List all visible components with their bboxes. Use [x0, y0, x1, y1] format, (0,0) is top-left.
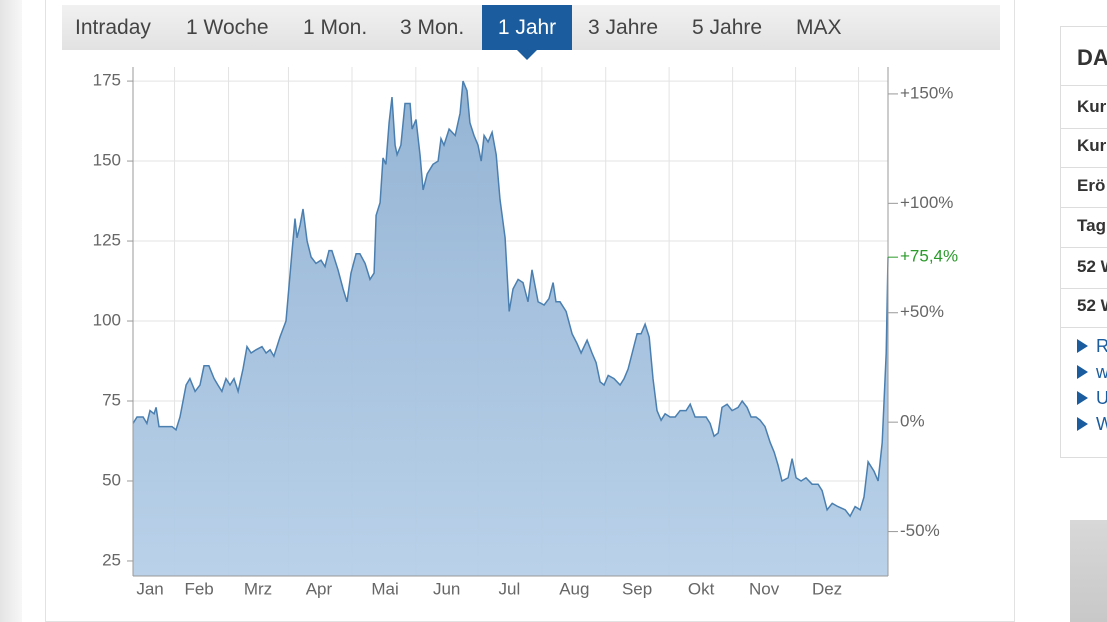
y-tick-label: 50 — [102, 470, 121, 489]
x-tick-label: Jul — [499, 579, 521, 598]
x-tick-label: Aug — [559, 579, 589, 598]
x-tick-label: Mai — [371, 579, 398, 598]
sidebar-link[interactable]: W — [1077, 414, 1107, 435]
x-tick-label: Sep — [622, 579, 652, 598]
y-tick-label: 100 — [93, 311, 121, 330]
x-tick-label: Jun — [433, 579, 460, 598]
separator — [1061, 327, 1107, 328]
sidebar-row: Kur — [1077, 136, 1107, 155]
x-tick-label: Dez — [812, 579, 842, 598]
sidebar-row: Tag — [1077, 216, 1106, 235]
y-tick-label: 25 — [102, 550, 121, 569]
tab[interactable]: 3 Jahre — [588, 16, 659, 39]
gray-box — [1070, 520, 1107, 622]
tab[interactable]: 3 Mon. — [400, 16, 465, 39]
sidebar-row: Kur — [1077, 97, 1107, 116]
separator — [1061, 207, 1107, 208]
y-tick-label: 125 — [93, 231, 121, 250]
left-shade — [0, 0, 22, 622]
tab[interactable]: 1 Woche — [186, 16, 269, 39]
sidebar-link[interactable]: R — [1077, 336, 1107, 357]
sidebar-row: 52 W — [1077, 296, 1107, 315]
y2-tick-label: +150% — [900, 83, 953, 102]
y2-tick-label: 0% — [900, 412, 925, 431]
separator — [1061, 247, 1107, 248]
sidebar-link[interactable]: U — [1077, 388, 1107, 409]
price-line — [132, 80, 889, 518]
y-tick-label: 75 — [102, 390, 121, 409]
sidebar-row: Erö — [1077, 176, 1106, 195]
active-tab-pointer — [517, 50, 537, 60]
separator — [1061, 167, 1107, 168]
sidebar-row: 52 W — [1077, 257, 1107, 276]
tab[interactable]: Intraday — [75, 16, 151, 39]
y-tick-label: 175 — [93, 71, 121, 90]
separator — [1061, 85, 1107, 86]
chart: 25 50 75 100 125 150 175 +150% +100% +50% 0% -50% +7… — [93, 50, 958, 598]
tab[interactable]: MAX — [796, 16, 842, 39]
y2-tick-label: +50% — [900, 302, 944, 321]
current-label: +75,4% — [900, 247, 958, 266]
x-tick-label: Apr — [306, 579, 333, 598]
x-tick-label: Feb — [184, 579, 213, 598]
x-tick-label: Nov — [749, 579, 780, 598]
area-fill — [133, 81, 888, 576]
y2-tick-label: -50% — [900, 521, 940, 540]
y2-tick-label: +100% — [900, 193, 953, 212]
y-tick-label: 150 — [93, 151, 121, 170]
separator — [1061, 128, 1107, 129]
tab[interactable]: 1 Mon. — [303, 16, 368, 39]
x-tick-label: Mrz — [244, 579, 272, 598]
sidebar-title: DA — [1077, 45, 1107, 70]
separator — [1061, 288, 1107, 289]
tab[interactable]: 1 Jahr — [482, 5, 572, 50]
tab-bar: Intraday 1 Woche 1 Mon. 3 Mon. 1 Jahr 3 Jahre… — [62, 5, 1000, 50]
tab[interactable]: 5 Jahre — [692, 16, 763, 39]
x-tick-label: Okt — [688, 579, 715, 598]
x-tick-label: Jan — [136, 579, 163, 598]
sidebar-link[interactable]: w — [1077, 362, 1107, 383]
